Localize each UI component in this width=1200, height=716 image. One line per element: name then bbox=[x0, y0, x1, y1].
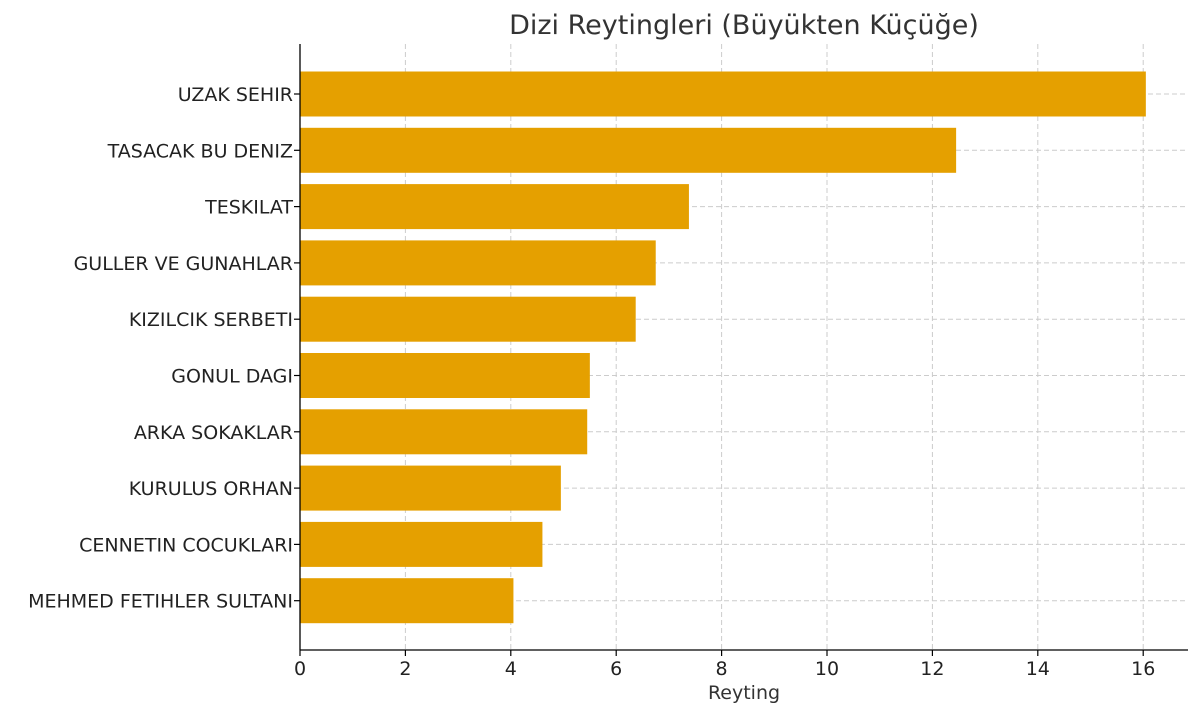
category-label: MEHMED FETIHLER SULTANI bbox=[28, 591, 293, 613]
bar bbox=[300, 127, 957, 173]
category-label: KIZILCIK SERBETI bbox=[129, 309, 293, 331]
bar bbox=[300, 521, 543, 567]
bar bbox=[300, 578, 514, 624]
category-labels: UZAK SEHIR TASACAK BU DENIZ TESKILAT GULLER… bbox=[28, 84, 300, 613]
x-tick-label: 2 bbox=[399, 658, 411, 680]
axes bbox=[299, 44, 1188, 651]
category-label: ARKA SOKAKLAR bbox=[134, 422, 293, 444]
x-tick-label: 14 bbox=[1026, 658, 1050, 680]
bar bbox=[300, 184, 689, 230]
bar bbox=[300, 71, 1146, 117]
x-tick-label: 12 bbox=[920, 658, 944, 680]
bar bbox=[300, 353, 590, 398]
bar bbox=[300, 240, 656, 286]
x-tick-label: 10 bbox=[815, 658, 839, 680]
x-tick-label: 16 bbox=[1131, 658, 1155, 680]
chart-title: Dizi Reytingleri (Büyükten Küçüğe) bbox=[509, 10, 979, 41]
category-label: GULLER VE GUNAHLAR bbox=[74, 253, 293, 275]
x-axis-label: Reyting bbox=[708, 682, 780, 704]
x-tick-label: 4 bbox=[505, 658, 517, 680]
category-label: KURULUS ORHAN bbox=[129, 478, 293, 500]
category-label: UZAK SEHIR bbox=[178, 84, 293, 106]
category-label: TASACAK BU DENIZ bbox=[107, 140, 293, 162]
bars bbox=[300, 71, 1146, 624]
category-label: TESKILAT bbox=[204, 197, 293, 219]
category-label: CENNETIN COCUKLARI bbox=[79, 534, 293, 556]
x-tick-label: 8 bbox=[716, 658, 728, 680]
category-label: GONUL DAGI bbox=[171, 366, 293, 388]
bar bbox=[300, 296, 636, 342]
bar bbox=[300, 465, 561, 511]
bar bbox=[300, 409, 588, 455]
x-tick-label: 0 bbox=[294, 658, 306, 680]
x-axis-ticks: 0 2 4 6 8 10 12 14 16 bbox=[294, 650, 1155, 680]
x-tick-label: 6 bbox=[610, 658, 622, 680]
